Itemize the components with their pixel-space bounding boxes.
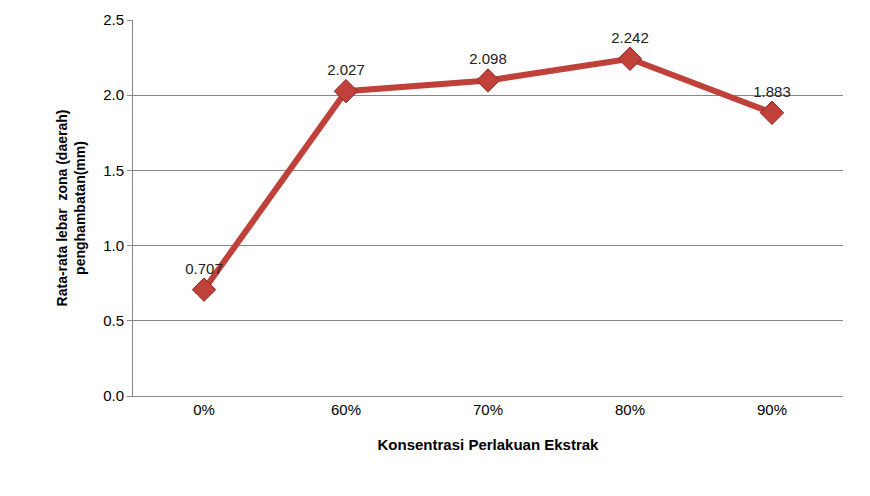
svg-text:60%: 60% <box>331 401 361 418</box>
svg-text:Konsentrasi Perlakuan Ekstrak: Konsentrasi Perlakuan Ekstrak <box>378 436 600 453</box>
svg-text:Rata-rata lebar zona (daerah): Rata-rata lebar zona (daerah)penghambata… <box>54 110 88 307</box>
svg-text:0.707: 0.707 <box>185 260 223 277</box>
svg-text:80%: 80% <box>615 401 645 418</box>
svg-text:70%: 70% <box>473 401 503 418</box>
svg-text:90%: 90% <box>757 401 787 418</box>
svg-text:0%: 0% <box>193 401 215 418</box>
svg-text:2.0: 2.0 <box>103 86 124 103</box>
svg-text:2.5: 2.5 <box>103 11 124 28</box>
svg-text:1.5: 1.5 <box>103 162 124 179</box>
svg-text:2.098: 2.098 <box>469 50 507 67</box>
svg-text:0.0: 0.0 <box>103 387 124 404</box>
svg-text:0.5: 0.5 <box>103 312 124 329</box>
svg-text:1.883: 1.883 <box>753 83 791 100</box>
svg-text:2.242: 2.242 <box>611 29 649 46</box>
svg-text:1.0: 1.0 <box>103 237 124 254</box>
svg-text:2.027: 2.027 <box>327 61 365 78</box>
